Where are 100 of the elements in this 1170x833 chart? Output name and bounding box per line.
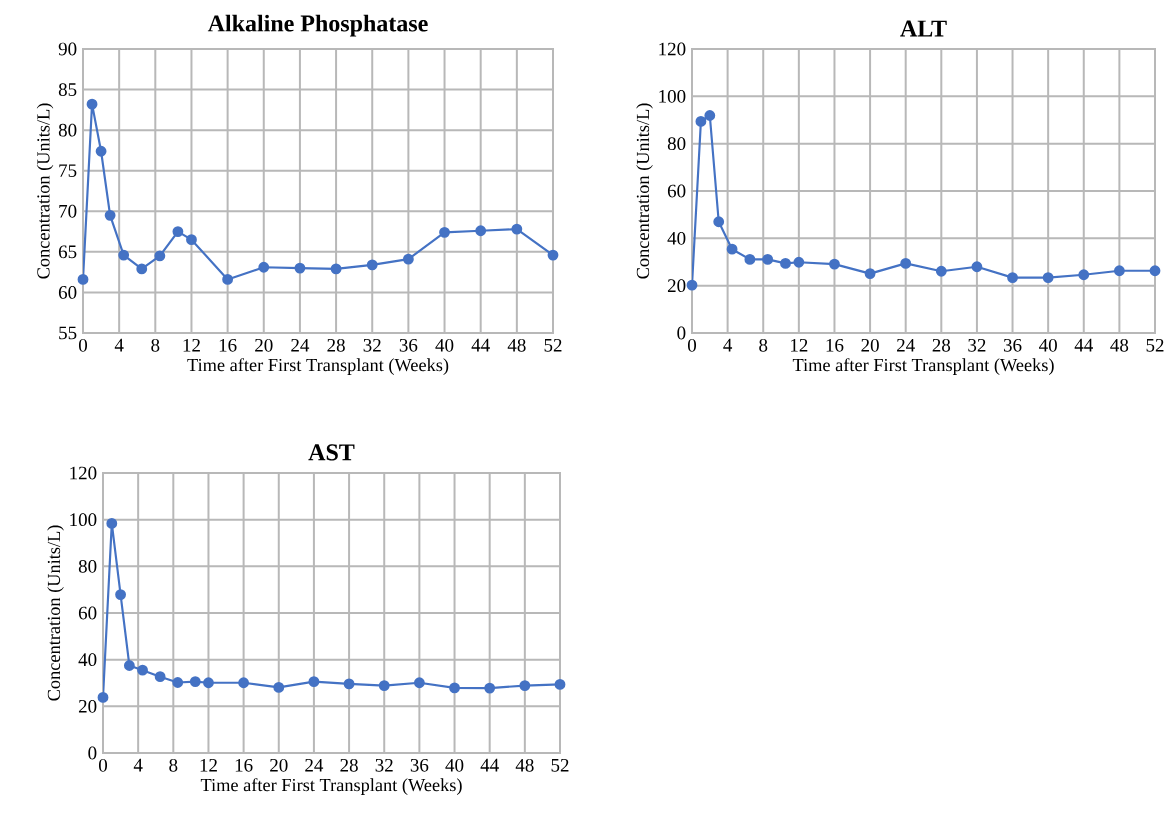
x-tick-label: 52 <box>1146 338 1164 352</box>
y-tick-label: 80 <box>667 137 686 151</box>
point <box>864 268 876 280</box>
y-tick-label: 120 <box>659 42 686 56</box>
y-tick-label: 40 <box>667 231 686 245</box>
point <box>154 671 166 683</box>
y-tick-label: 0 <box>88 746 97 760</box>
x-tick-label: 12 <box>200 758 217 772</box>
point <box>330 263 342 275</box>
y-tick-label: 60 <box>58 286 77 299</box>
point <box>189 676 201 688</box>
x-tick-label: 32 <box>968 338 986 352</box>
point <box>186 234 197 246</box>
point <box>294 262 306 274</box>
point <box>203 677 214 689</box>
point <box>713 216 725 228</box>
point <box>439 226 450 238</box>
y-axis-title: Concentration (Units/L) <box>36 103 54 279</box>
x-tick-label: 40 <box>1039 338 1057 352</box>
point <box>366 259 378 271</box>
x-axis-title: Time after First Transplant (Weeks) <box>187 358 449 375</box>
x-axis-title: Time after First Transplant (Weeks) <box>792 358 1054 375</box>
y-tick-label: 20 <box>78 699 97 713</box>
chart-title: AST <box>308 444 355 461</box>
point <box>86 98 98 110</box>
y-tick-label: 100 <box>70 513 97 527</box>
chart-title: ALT <box>900 20 947 37</box>
point <box>744 253 756 265</box>
point <box>118 249 130 261</box>
x-tick-label: 48 <box>507 338 526 352</box>
y-tick-label: 85 <box>58 83 77 96</box>
x-tick-label: 8 <box>169 758 178 772</box>
x-tick-label: 40 <box>435 338 454 352</box>
chart-title: Alkaline Phosphatase <box>207 14 428 37</box>
point <box>273 681 285 693</box>
point <box>829 258 840 270</box>
x-tick-label: 4 <box>133 758 143 772</box>
point <box>258 261 270 273</box>
x-tick-label: 16 <box>219 338 237 352</box>
x-tick-label: 44 <box>480 758 499 772</box>
y-axis-title: Concentration (Units/L) <box>636 103 653 279</box>
point <box>695 115 707 127</box>
point <box>686 279 698 291</box>
point <box>115 589 127 600</box>
x-tick-label: 24 <box>897 338 915 352</box>
point <box>971 261 983 273</box>
point <box>97 692 109 703</box>
x-tick-label: 12 <box>183 338 200 352</box>
point <box>1078 269 1090 281</box>
point <box>77 274 89 285</box>
x-tick-label: 4 <box>114 338 124 352</box>
point <box>449 682 460 694</box>
x-tick-label: 24 <box>305 758 324 772</box>
point <box>780 257 791 269</box>
point <box>511 223 523 235</box>
point <box>554 678 566 690</box>
x-tick-label: 24 <box>291 338 310 352</box>
point <box>900 257 912 269</box>
point <box>378 680 390 691</box>
point <box>222 274 234 285</box>
point <box>104 209 116 221</box>
point <box>137 664 148 676</box>
point <box>1113 265 1125 277</box>
point <box>172 677 184 688</box>
point <box>95 145 107 157</box>
y-axis-title: Concentration (Units/L) <box>47 525 64 701</box>
point <box>172 226 184 237</box>
y-tick-label: 0 <box>677 326 686 340</box>
x-tick-label: 48 <box>1110 338 1129 352</box>
x-tick-label: 0 <box>98 758 108 772</box>
x-tick-label: 52 <box>544 338 562 352</box>
point <box>547 249 559 261</box>
x-tick-label: 28 <box>327 338 345 352</box>
point <box>475 225 487 237</box>
x-tick-label: 48 <box>515 758 534 772</box>
y-tick-label: 80 <box>78 559 97 573</box>
y-tick-label: 120 <box>70 466 97 480</box>
x-tick-label: 36 <box>1003 338 1022 352</box>
x-tick-label: 52 <box>551 758 569 772</box>
x-tick-label: 20 <box>270 758 288 772</box>
point <box>154 250 166 262</box>
x-tick-label: 8 <box>151 338 160 352</box>
y-tick-label: 60 <box>78 606 97 620</box>
y-tick-label: 90 <box>58 42 77 56</box>
x-tick-label: 16 <box>235 758 253 772</box>
y-tick-label: 55 <box>59 326 77 340</box>
point <box>762 253 774 265</box>
x-tick-label: 28 <box>932 338 951 352</box>
x-tick-label: 36 <box>399 338 418 352</box>
x-tick-label: 8 <box>759 338 768 352</box>
point <box>704 110 716 121</box>
point <box>123 660 135 671</box>
point <box>136 263 148 275</box>
x-tick-label: 20 <box>861 338 879 352</box>
y-tick-label: 60 <box>667 184 686 198</box>
x-axis-title: Time after First Transplant (Weeks) <box>200 778 462 795</box>
y-tick-label: 75 <box>59 164 77 178</box>
point <box>484 682 496 694</box>
y-tick-label: 65 <box>58 245 77 259</box>
y-tick-label: 70 <box>59 204 77 218</box>
